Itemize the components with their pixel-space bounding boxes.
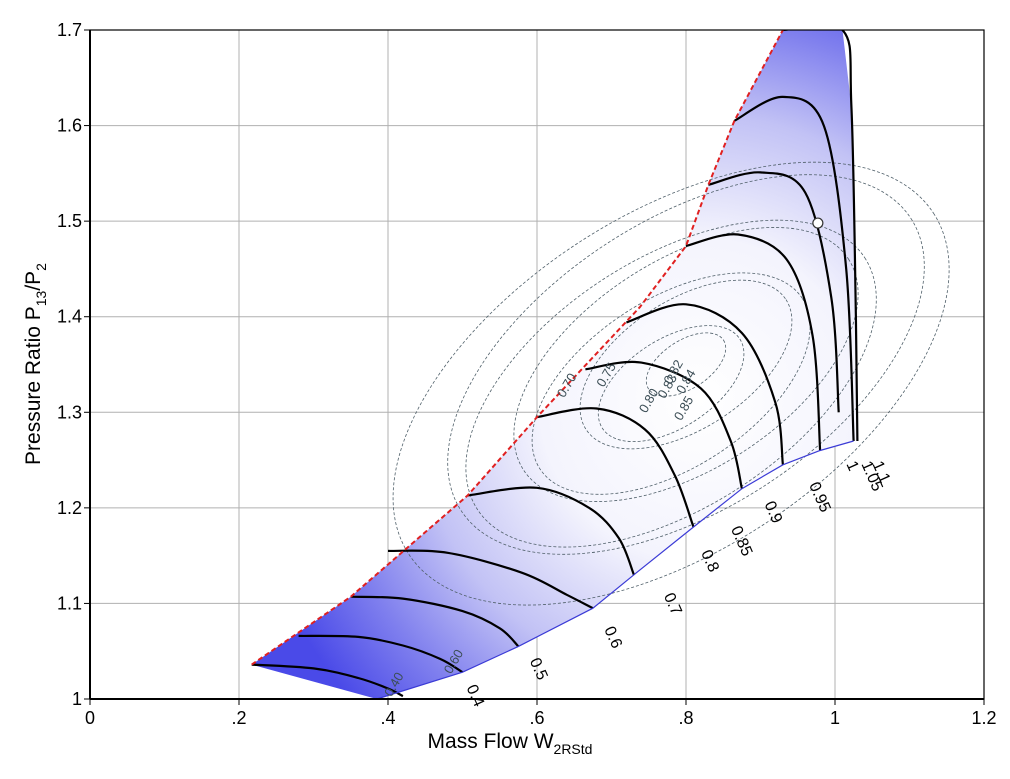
efficiency-region bbox=[251, 30, 858, 699]
speed-line bbox=[536, 407, 695, 528]
speed-line bbox=[782, 30, 859, 442]
speed-line bbox=[350, 595, 520, 648]
x-tick-label: .8 bbox=[678, 708, 693, 728]
speed-line bbox=[626, 303, 784, 465]
x-tick-label: 1 bbox=[830, 708, 840, 728]
operating-point bbox=[812, 217, 824, 229]
x-tick-label: .4 bbox=[380, 708, 395, 728]
speed-line bbox=[467, 486, 635, 576]
speed-label: 0.7 bbox=[660, 590, 685, 617]
speed-line bbox=[387, 549, 594, 610]
efficiency-contours bbox=[392, 161, 950, 606]
speed-line bbox=[733, 95, 855, 442]
y-tick-label: 1.4 bbox=[57, 307, 82, 327]
speed-line bbox=[585, 360, 743, 489]
speed-label: 0.5 bbox=[526, 655, 551, 682]
y-tick-labels: 1 1.1 1.2 1.3 1.4 1.5 1.6 1.7 bbox=[57, 20, 90, 709]
efficiency-contour bbox=[392, 161, 950, 606]
efficiency-contour bbox=[645, 332, 727, 397]
x-axis-label: Mass Flow W2RStd bbox=[428, 730, 593, 757]
speed-line bbox=[251, 663, 404, 698]
y-tick-label: 1 bbox=[72, 689, 82, 709]
speed-line bbox=[685, 233, 822, 451]
efficiency-contour bbox=[597, 325, 745, 443]
efficiency-contour bbox=[465, 219, 877, 548]
speed-lines bbox=[251, 30, 859, 699]
y-tick-label: 1.1 bbox=[57, 593, 82, 613]
efficiency-contour bbox=[531, 272, 811, 495]
x-tick-label: .2 bbox=[231, 708, 246, 728]
efficiency-contour bbox=[447, 174, 925, 555]
plot-area bbox=[251, 30, 950, 699]
speed-label: 0.85 bbox=[727, 524, 755, 559]
speed-line bbox=[708, 171, 840, 413]
x-tick-labels: 0 .2 .4 .6 .8 1 1.2 bbox=[85, 699, 997, 728]
x-tick-label: 1.2 bbox=[971, 708, 996, 728]
surge-line bbox=[251, 30, 784, 666]
y-tick-label: 1.6 bbox=[57, 116, 82, 136]
choke-line bbox=[376, 440, 854, 699]
y-tick-label: 1.5 bbox=[57, 211, 82, 231]
speed-label: 0.6 bbox=[600, 624, 625, 651]
speed-label: 0.9 bbox=[761, 499, 786, 526]
y-tick-label: 1.2 bbox=[57, 498, 82, 518]
speed-label: 0.4 bbox=[463, 682, 488, 709]
y-tick-label: 1.7 bbox=[57, 20, 82, 40]
speed-line bbox=[298, 634, 464, 674]
y-axis-label: Pressure Ratio P13/P2 bbox=[22, 263, 49, 465]
speed-label: 0.8 bbox=[697, 547, 722, 574]
efficiency-contour bbox=[513, 227, 859, 502]
x-tick-label: .6 bbox=[529, 708, 544, 728]
x-tick-label: 0 bbox=[85, 708, 95, 728]
y-tick-label: 1.3 bbox=[57, 402, 82, 422]
speed-label: 0.95 bbox=[805, 480, 833, 515]
